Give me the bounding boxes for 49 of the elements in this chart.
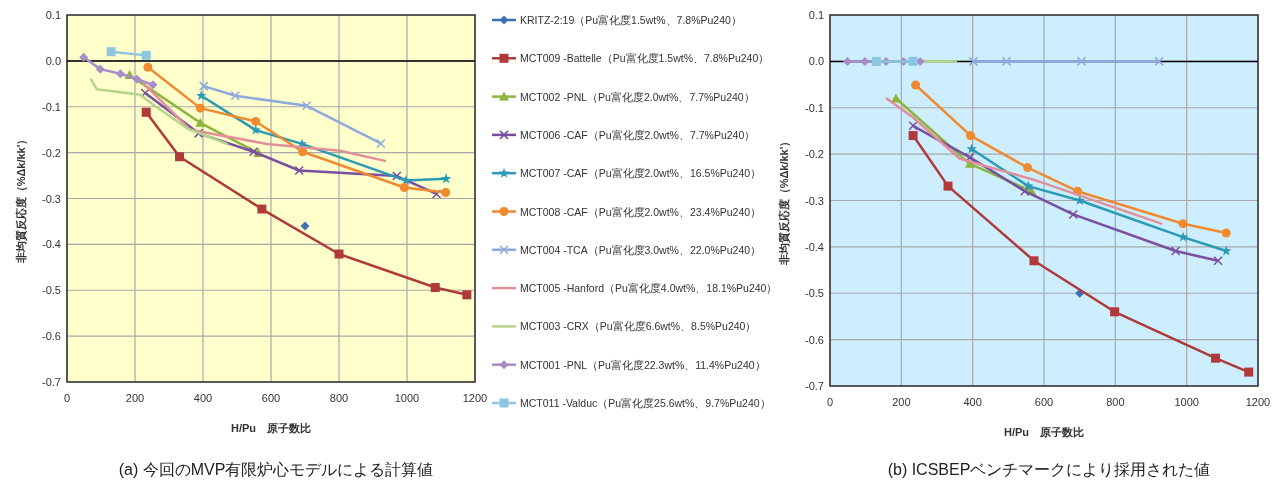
x-tick-label: 1200 — [1245, 396, 1271, 408]
x-tick-label: 400 — [963, 396, 982, 408]
y-tick-label: 0.1 — [45, 9, 61, 21]
y-tick-label: -0.2 — [805, 148, 824, 161]
legend-label: MCT003 -CRX（Pu富化度6.6wt%、8.5%Pu240） — [520, 320, 757, 333]
x-tick-label: 1000 — [394, 392, 420, 404]
legend-label: KRITZ-2:19（Pu富化度1.5wt%、7.8%Pu240） — [520, 14, 742, 26]
x-axis-title: H/Pu 原子数比 — [230, 422, 312, 434]
y-tick-label: -0.1 — [805, 101, 824, 114]
text: (b) ICSBEPベンチマークにより採用された値 — [887, 461, 1211, 478]
y-tick-label: 0.0 — [808, 55, 824, 68]
y-tick-label: -0.3 — [42, 192, 61, 205]
y-tick-label: -0.5 — [805, 287, 824, 300]
y-tick-label: 0.0 — [45, 54, 61, 67]
y-axis-title: 非均質反応度（%Δk/kk'） — [778, 135, 791, 267]
legend-label: MCT011 -Valduc（Pu富化度25.6wt%、9.7%Pu240） — [520, 397, 771, 409]
x-tick-label: 800 — [1106, 396, 1125, 408]
x-axis-title: H/Pu 原子数比 — [1003, 426, 1085, 438]
y-tick-label: 0.1 — [808, 9, 824, 21]
legend-label: MCT006 -CAF（Pu富化度2.0wt%、7.7%Pu240） — [520, 128, 756, 141]
legend-label: MCT004 -TCA（Pu富化度3.0wt%、22.0%Pu240） — [520, 243, 762, 256]
x-tick-label: 1000 — [1174, 396, 1199, 408]
legend-label: MCT007 -CAF（Pu富化度2.0wt%、16.5%Pu240） — [520, 167, 762, 180]
y-tick-label: -0.4 — [42, 238, 61, 251]
y-tick-label: -0.6 — [805, 333, 824, 346]
x-tick-label: 1200 — [462, 392, 488, 404]
x-tick-label: 600 — [261, 392, 281, 404]
legend-label: MCT001 -PNL（Pu富化度22.3wt%、11.4%Pu240） — [520, 358, 766, 371]
y-tick-label: -0.5 — [42, 284, 61, 297]
y-tick-label: -0.7 — [805, 380, 824, 392]
legend-label: MCT002 -PNL（Pu富化度2.0wt%、7.7%Pu240） — [520, 90, 755, 103]
y-axis-title: 非均質反応度（%Δk/kk'） — [15, 133, 28, 265]
text: (a) 今回のMVP有限炉心モデルによる計算値 — [118, 461, 434, 478]
x-tick-label: 200 — [125, 392, 145, 404]
x-tick-label: 0 — [63, 392, 71, 404]
y-tick-label: -0.4 — [805, 240, 824, 253]
x-tick-label: 400 — [193, 392, 213, 404]
y-tick-label: -0.1 — [42, 100, 61, 113]
y-tick-label: -0.3 — [805, 194, 824, 207]
legend-label: MCT009 -Battelle（Pu富化度1.5wt%、7.8%Pu240） — [520, 52, 770, 65]
x-tick-label: 600 — [1034, 396, 1054, 408]
y-tick-label: -0.6 — [42, 330, 61, 343]
x-tick-label: 200 — [892, 396, 911, 408]
x-tick-label: 800 — [329, 392, 349, 404]
legend-label: MCT008 -CAF（Pu富化度2.0wt%、23.4%Pu240） — [520, 205, 762, 218]
y-tick-label: -0.7 — [42, 376, 61, 388]
x-tick-label: 0 — [826, 396, 834, 408]
legend-label: MCT005 -Hanford（Pu富化度4.0wt%、18.1%Pu240） — [520, 282, 778, 295]
y-tick-label: -0.2 — [42, 146, 61, 159]
